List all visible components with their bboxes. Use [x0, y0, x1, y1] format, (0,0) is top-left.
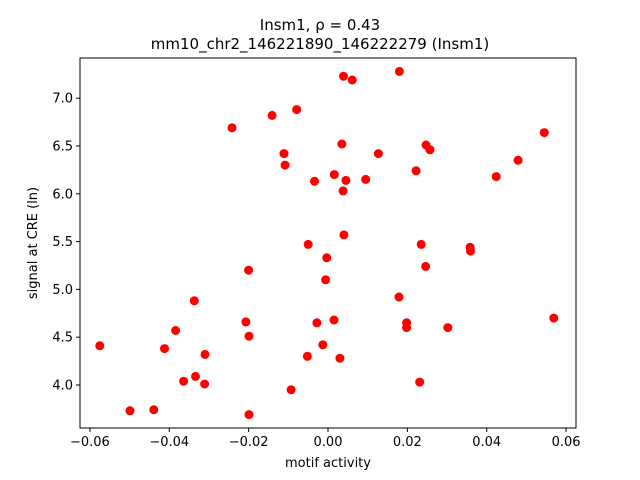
data-point — [160, 344, 169, 354]
data-point — [302, 351, 312, 361]
y-tick-label: 6.0 — [52, 187, 73, 202]
data-point — [421, 261, 431, 271]
chart-title-line2: mm10_chr2_146221890_146222279 (Insm1) — [151, 35, 489, 54]
data-point — [491, 172, 501, 182]
data-point — [244, 331, 254, 341]
data-point — [402, 323, 412, 333]
data-point — [425, 145, 435, 155]
data-point — [341, 175, 351, 185]
data-point — [549, 313, 559, 323]
data-point — [227, 123, 237, 133]
x-tick-label: −0.06 — [70, 435, 110, 450]
x-tick-label: −0.02 — [229, 435, 269, 450]
data-point — [339, 71, 348, 81]
data-point — [335, 353, 345, 363]
data-point — [321, 275, 331, 285]
data-point — [286, 385, 296, 395]
data-point — [394, 292, 404, 302]
x-tick-label: 0.06 — [552, 435, 581, 450]
data-point — [513, 155, 523, 165]
data-point — [95, 341, 105, 351]
x-tick-label: −0.04 — [149, 435, 189, 450]
data-point — [179, 376, 189, 386]
data-point — [125, 406, 135, 416]
data-points — [95, 66, 559, 420]
chart-title-line1: Insm1, ρ = 0.43 — [260, 16, 380, 34]
data-point — [415, 377, 425, 387]
data-point — [149, 405, 159, 415]
data-point — [318, 340, 328, 350]
y-axis-ticks: 4.0 4.5 5.0 5.5 6.0 6.5 7.0 — [52, 92, 80, 393]
data-point — [200, 349, 210, 359]
y-tick-label: 5.0 — [52, 283, 73, 298]
data-point — [539, 128, 549, 138]
y-tick-label: 7.0 — [52, 92, 73, 107]
x-tick-label: 0.04 — [472, 435, 501, 450]
data-point — [279, 149, 289, 159]
plot-frame — [79, 57, 577, 429]
data-point — [310, 176, 319, 186]
x-tick-label: 0.02 — [393, 435, 422, 450]
y-axis-label: signal at CRE (ln) — [26, 187, 41, 299]
data-point — [244, 410, 254, 420]
x-axis-ticks: −0.06 −0.04 −0.02 0.00 0.02 0.04 0.06 — [70, 428, 581, 450]
data-point — [373, 149, 383, 159]
data-point — [189, 296, 199, 306]
data-point — [329, 170, 339, 180]
data-point — [338, 186, 348, 196]
data-point — [361, 174, 371, 184]
data-point — [466, 246, 475, 256]
y-tick-label: 6.5 — [52, 139, 73, 154]
y-tick-label: 4.5 — [52, 331, 73, 346]
data-point — [312, 318, 322, 328]
y-tick-label: 4.0 — [52, 378, 73, 393]
x-tick-label: 0.00 — [314, 435, 343, 450]
data-point — [416, 239, 426, 249]
data-point — [337, 139, 347, 149]
data-point — [411, 166, 421, 176]
data-point — [339, 230, 349, 240]
data-point — [200, 379, 210, 389]
data-point — [443, 323, 453, 333]
x-axis-label: motif activity — [285, 456, 371, 471]
data-point — [191, 371, 200, 381]
data-point — [171, 326, 181, 335]
data-point — [280, 160, 290, 170]
data-point — [267, 110, 277, 120]
data-point — [329, 315, 339, 325]
data-point — [244, 265, 254, 275]
data-point — [303, 239, 313, 249]
data-point — [241, 317, 251, 327]
data-point — [292, 105, 302, 115]
y-tick-label: 5.5 — [52, 235, 73, 250]
data-point — [394, 66, 404, 76]
data-point — [347, 75, 357, 85]
data-point — [322, 253, 332, 263]
